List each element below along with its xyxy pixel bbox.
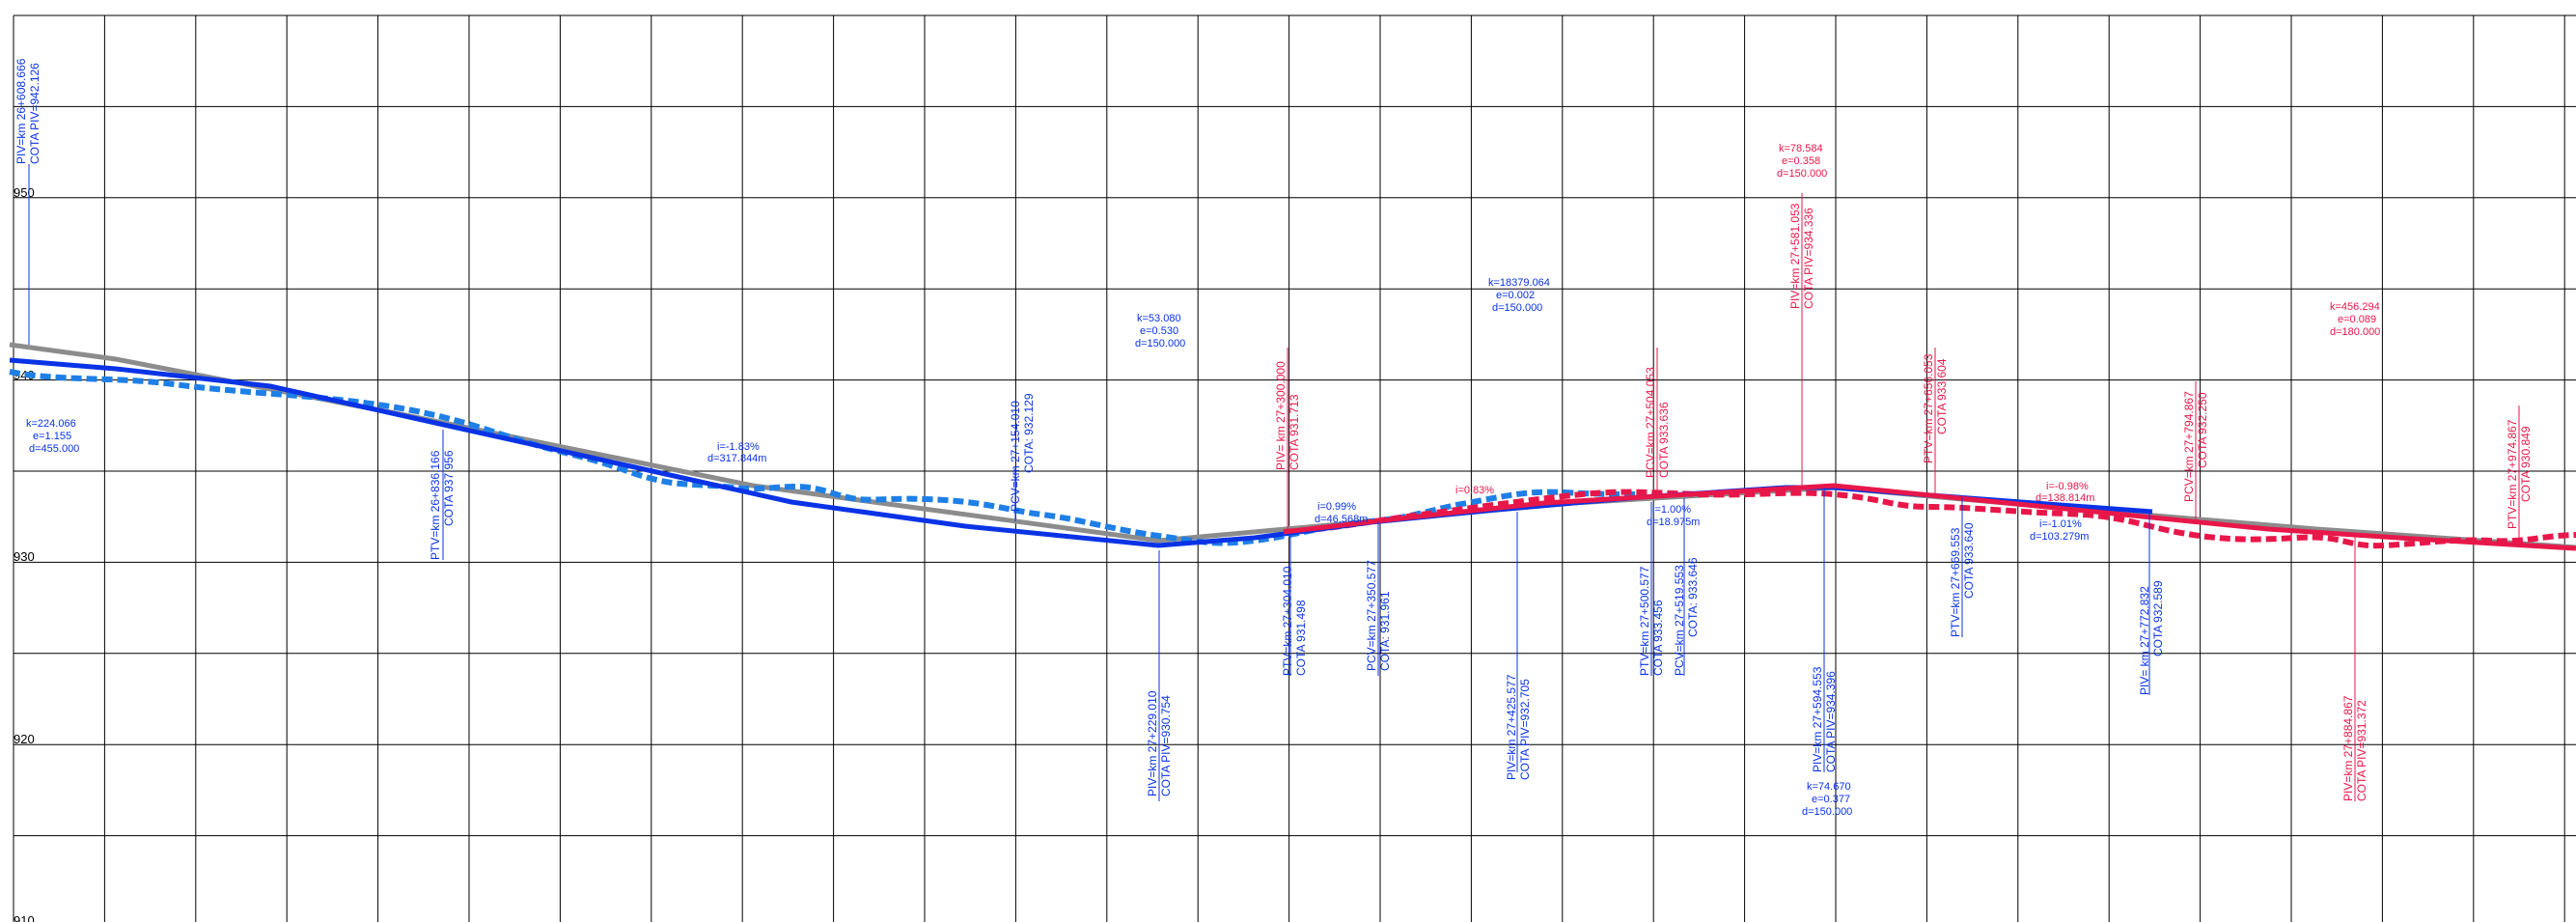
label-cota-8: COTA 933.456: [1651, 600, 1665, 676]
label-grade-4-len: d=103.279m: [2030, 531, 2089, 543]
label-red-k-2: k=456.294: [2330, 301, 2380, 313]
label-red-cota-5: COTA 932.250: [2196, 392, 2209, 468]
label-e-4: e=0.377: [1812, 794, 1850, 805]
label-cota-7: COTA PIV=932.705: [1518, 679, 1532, 780]
label-e-3: e=0.002: [1496, 290, 1535, 301]
label-grade-3-len: d=18.975m: [1647, 517, 1700, 528]
label-red-k-1: k=78.584: [1779, 143, 1823, 154]
proposed-grade-line: [9, 357, 2153, 548]
label-red-cota-3: COTA PIV=934.336: [1802, 208, 1815, 309]
label-grade-1: i=-1.83%: [717, 441, 760, 453]
label-ptv-11: PTV=km 27+669.553: [1949, 527, 1962, 637]
label-red-cota-7: COTA 930.849: [2519, 426, 2533, 502]
label-grade-4: i=-1.01%: [2039, 518, 2082, 530]
label-ptv-5: PTV=km 27+304.010: [1281, 566, 1294, 676]
label-k-2: k=53.080: [1137, 313, 1181, 324]
label-grade-2: i=0.99%: [1317, 501, 1356, 513]
label-red-cota-2: COTA 933.636: [1657, 402, 1671, 478]
label-piv-10: PIV=km 27+594.553: [1811, 666, 1824, 772]
elevation-label-930: 930: [14, 549, 35, 564]
label-cota-6: COTA: 931.961: [1378, 591, 1392, 671]
label-pcv-6: PCV=km 27+350.577: [1365, 560, 1378, 671]
label-cota-10: COTA PIV=934.396: [1824, 671, 1838, 772]
label-red-cota-4: COTA 933.604: [1935, 358, 1949, 434]
label-piv-12: PIV= km 27+772.832: [2138, 586, 2151, 695]
elevation-label-920: 920: [14, 732, 35, 746]
label-k-3: k=18379.064: [1488, 277, 1550, 289]
label-piv-7: PIV=km 27+425.577: [1505, 674, 1518, 780]
label-grade-1-len: d=317.844m: [707, 453, 766, 464]
label-cota-4: COTA PIV=930.754: [1159, 695, 1173, 796]
label-cota-2: COTA 937.956: [442, 450, 456, 526]
label-grade-3: i=1.00%: [1652, 504, 1691, 516]
label-red-e-2: e=0.089: [2338, 314, 2376, 325]
label-red-piv-6: PIV=km 27+884.867: [2341, 695, 2355, 801]
existing-ground-red-line: [1283, 489, 2576, 549]
label-d-1: d=455.000: [29, 443, 79, 455]
label-pcv-9: PCV=km 27+519.553: [1673, 565, 1686, 676]
label-d-4: d=150.000: [1802, 806, 1852, 818]
label-ptv-8: PTV=km 27+500.577: [1638, 566, 1651, 676]
label-red-pcv-2: PCV=km 27+504.053: [1644, 367, 1657, 478]
label-cota-5: COTA 931.498: [1294, 600, 1308, 676]
label-ptv-2: PTV=km 26+836.166: [429, 450, 442, 560]
label-red-piv-3: PIV=km 27+581.053: [1788, 203, 1802, 309]
label-red-grade-2-len: d=138.814m: [2036, 492, 2094, 504]
label-red-grade-2: i=-0.98%: [2046, 481, 2089, 492]
label-pcv-3: PCV=km 27+154.010: [1009, 401, 1022, 512]
label-red-pcv-5: PCV=km 27+794.867: [2182, 391, 2196, 502]
label-e-2: e=0.530: [1140, 325, 1178, 337]
label-piv-4: PIV=km 27+229.010: [1146, 690, 1159, 796]
label-red-cota-6: COTA PIV=931.372: [2355, 700, 2368, 801]
annotations-red: PIV= km 27+300.000 COTA 931.713 i=0.83% …: [1274, 143, 2533, 801]
elevation-label-910: 910: [14, 913, 35, 922]
elevation-label-950: 950: [14, 185, 35, 200]
annotations-blue: PIV=km 26+608.666 COTA PIV=942.126 k=224…: [14, 58, 2165, 818]
label-red-ptv-4: PTV=km 27+656.053: [1922, 353, 1935, 463]
label-e-1: e=1.155: [33, 431, 71, 442]
label-red-cota-1: COTA 931.713: [1288, 394, 1301, 470]
label-d-3: d=150.000: [1492, 302, 1542, 314]
label-red-d-2: d=180.000: [2330, 326, 2380, 338]
label-cota-9: COTA: 933.646: [1686, 557, 1700, 637]
grid: [13, 14, 2576, 922]
label-red-e-1: e=0.358: [1782, 155, 1820, 167]
label-cota-11: COTA 933.640: [1962, 522, 1976, 599]
proposed-grade-red-line: [1283, 483, 2576, 551]
leader-lines-blue: [28, 164, 2150, 801]
label-grade-2-len: d=46.568m: [1315, 514, 1368, 525]
label-k-1: k=224.066: [26, 418, 76, 430]
label-k-4: k=74.670: [1807, 781, 1851, 793]
label-cota-1: COTA PIV=942.126: [28, 63, 42, 164]
label-red-piv-1: PIV= km 27+300.000: [1274, 361, 1288, 470]
leader-lines-red: [1287, 193, 2520, 801]
label-red-grade-1: i=0.83%: [1455, 485, 1494, 496]
label-red-ptv-7: PTV=km 27+974.867: [2506, 419, 2519, 529]
label-d-2: d=150.000: [1135, 338, 1185, 349]
elevation-labels: 950 940 930 920 910: [14, 185, 35, 922]
label-cota-3: COTA: 932.129: [1022, 393, 1036, 473]
label-cota-12: COTA 932.589: [2151, 580, 2165, 657]
label-red-d-1: d=150.000: [1777, 168, 1827, 180]
label-piv-1: PIV=km 26+608.666: [14, 58, 28, 164]
